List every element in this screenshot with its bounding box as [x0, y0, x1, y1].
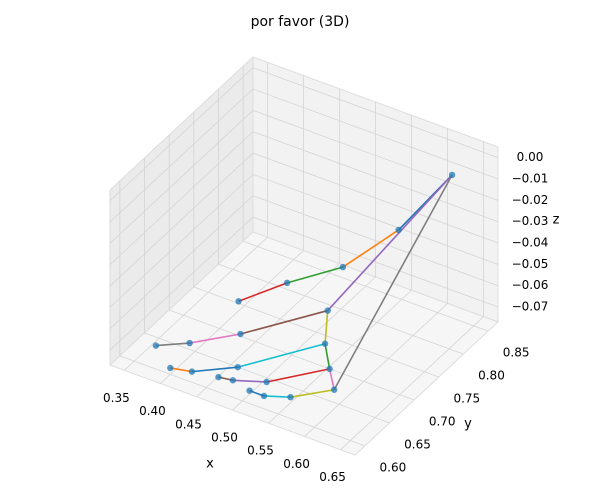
bone-line: [189, 333, 241, 344]
bone-line: [327, 174, 453, 312]
grid-line: [304, 303, 448, 437]
point: [229, 377, 237, 384]
z-tick-label: −0.02: [512, 193, 549, 207]
bone-line: [266, 368, 330, 383]
grid-line: [109, 174, 254, 308]
grid-line: [252, 88, 499, 180]
x-tick-label: 0.60: [283, 457, 310, 471]
chart-title: por favor (3D): [251, 14, 350, 30]
grid-line: [242, 240, 489, 332]
grid-line: [218, 263, 464, 355]
y-tick-label: 0.70: [429, 414, 456, 428]
x-tick-label: 0.35: [103, 391, 130, 405]
grid-line: [252, 195, 499, 287]
grid-line: [109, 131, 254, 265]
bone-line: [286, 266, 344, 284]
point: [321, 340, 329, 347]
grid-line: [119, 355, 365, 447]
x-tick-label: 0.45: [175, 417, 202, 431]
y-axis-label: y: [464, 417, 472, 432]
point: [235, 298, 242, 305]
z-tick-label: −0.05: [512, 257, 549, 271]
z-tick-label: −0.01: [512, 172, 549, 186]
z-tick-label: −0.07: [512, 300, 549, 314]
bone-line: [170, 367, 193, 373]
bone-line: [290, 388, 335, 398]
z-tick-label: 0.00: [517, 150, 544, 164]
bone-line: [238, 282, 288, 303]
x-tick-label: 0.40: [139, 404, 166, 418]
bone-line: [240, 309, 328, 335]
grid-line: [252, 67, 499, 159]
point: [395, 226, 402, 234]
y-tick-label: 0.65: [404, 437, 431, 451]
grid-line: [252, 131, 499, 223]
y-tick-label: 0.60: [380, 460, 407, 474]
grid-line: [109, 195, 254, 330]
point: [186, 339, 193, 347]
grid-line: [109, 152, 254, 287]
point: [237, 330, 244, 338]
z-tick-label: −0.06: [512, 278, 549, 292]
grid-line: [109, 216, 254, 351]
grid-line: [252, 109, 499, 201]
grid-line: [252, 216, 499, 308]
point: [324, 307, 331, 314]
bone-line: [324, 310, 329, 344]
grid-line: [193, 286, 439, 378]
bone-line: [191, 366, 238, 373]
bone-line: [342, 229, 400, 268]
bone-line: [333, 174, 453, 391]
point: [152, 342, 160, 349]
grid-line: [160, 250, 304, 384]
grid-line: [144, 332, 390, 424]
grid-line: [340, 316, 484, 450]
bone-line: [155, 342, 190, 347]
bone-line: [263, 395, 291, 398]
y-tick-label: 0.75: [453, 392, 480, 406]
grid-line: [169, 309, 415, 401]
y-tick-label: 0.80: [478, 369, 505, 383]
bone-line: [328, 368, 335, 390]
point: [287, 393, 294, 401]
z-tick-label: −0.04: [512, 236, 549, 250]
point: [260, 392, 268, 400]
z-tick-label: −0.03: [512, 214, 549, 228]
x-tick-label: 0.65: [319, 470, 346, 484]
point: [283, 279, 291, 287]
grid-line: [109, 110, 254, 244]
grid-line: [109, 67, 254, 201]
grid-line: [124, 237, 268, 371]
point: [246, 387, 253, 394]
grid-line: [252, 174, 499, 265]
point: [167, 364, 174, 372]
point: [263, 378, 270, 386]
grid-line: [232, 276, 376, 411]
point: [330, 386, 338, 393]
grid-line: [252, 152, 499, 244]
bone-line: [232, 379, 267, 383]
point: [188, 368, 196, 375]
grid-line: [268, 289, 412, 424]
bone-line: [324, 343, 331, 370]
y-tick-label: 0.85: [503, 346, 530, 360]
point: [326, 365, 333, 373]
point: [215, 373, 222, 381]
point: [234, 363, 242, 371]
point: [448, 171, 456, 179]
bone-line: [237, 342, 326, 368]
z-axis-label: z: [553, 213, 560, 228]
x-axis-label: x: [206, 457, 214, 472]
x-tick-label: 0.50: [211, 431, 238, 445]
point: [339, 263, 347, 271]
grid-line: [109, 88, 254, 223]
x-tick-label: 0.55: [247, 444, 274, 458]
